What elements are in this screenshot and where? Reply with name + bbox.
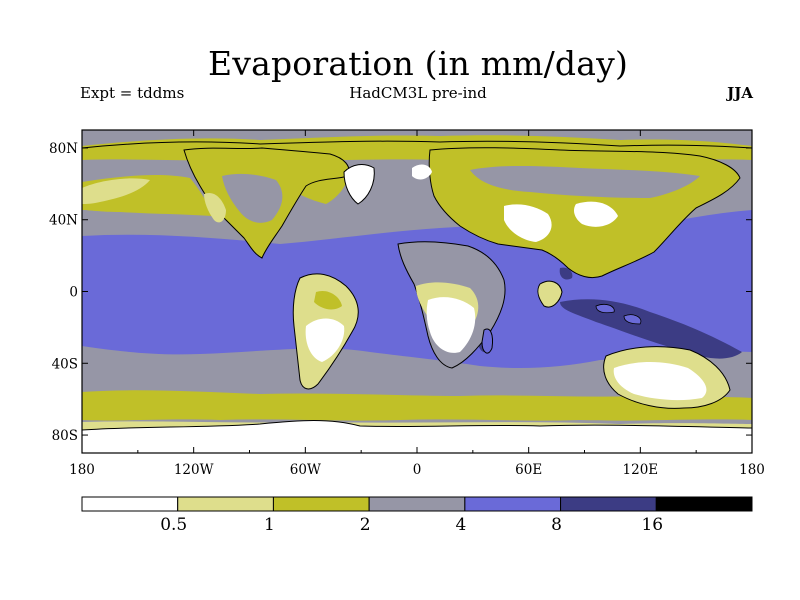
colorbar-bin: [368, 496, 466, 512]
experiment-label: Expt = tddms: [80, 84, 185, 102]
lon-tick-label: 60W: [290, 462, 321, 478]
africa-desert: [426, 297, 476, 353]
colorbar-bin: [560, 496, 657, 512]
greenland-land: [343, 164, 375, 205]
lat-tick-label: 80S: [52, 428, 78, 444]
central-asia-grey: [470, 166, 700, 198]
model-label: HadCM3L pre-ind: [349, 84, 487, 102]
lon-tick-label: 0: [413, 462, 422, 478]
colorbar-label: 1: [264, 515, 275, 535]
colorbar-bin: [81, 496, 179, 512]
indonesia-islands: [595, 304, 642, 325]
antarctica-land: [82, 420, 752, 453]
middle-east-dry: [504, 204, 552, 242]
lat-tick-label: 0: [69, 285, 78, 301]
colorbar-label: 2: [360, 515, 371, 535]
central-asia-dry: [574, 201, 618, 227]
indian-ocean-high-patch: [560, 299, 742, 359]
longitude-axis: 180 120W 60W 0 60E 120E 180: [69, 130, 765, 478]
lon-tick-label: 120E: [623, 462, 659, 478]
colorbar: 0.5 1 2 4 8 16: [81, 496, 753, 535]
lat-tick-label: 40S: [52, 356, 78, 372]
south-america-wet: [314, 290, 342, 310]
colorbar-label: 4: [455, 515, 466, 535]
colorbar-bin: [464, 496, 562, 512]
southern-ocean-band: [82, 390, 752, 421]
colorbar-bin: [655, 496, 753, 512]
map-title: Evaporation (in mm/day): [207, 44, 629, 83]
season-label: JJA: [727, 84, 753, 102]
lon-tick-label: 120W: [174, 462, 214, 478]
north-america-dry: [204, 192, 226, 223]
siberia-dry: [412, 164, 432, 180]
colorbar-bin: [177, 496, 274, 512]
lat-tick-label: 40N: [49, 213, 78, 229]
lat-tick-label: 80N: [49, 141, 78, 157]
north-pacific-light: [82, 178, 150, 204]
arctic-coast: [82, 140, 752, 149]
lon-tick-label: 180: [739, 462, 765, 478]
south-america-dry: [305, 318, 345, 362]
colorbar-bin: [272, 496, 370, 512]
madagascar-land: [481, 328, 493, 354]
colorbar-label: 8: [551, 515, 562, 535]
arabian-sea-high-patch: [559, 267, 573, 280]
colorbar-label: 0.5: [160, 515, 187, 535]
antarctic-coast: [82, 420, 752, 431]
lon-tick-label: 180: [69, 462, 95, 478]
latitude-axis: 80N 40N 0 40S 80S: [49, 141, 752, 444]
north-america-grey: [222, 173, 283, 223]
lon-tick-label: 60E: [515, 462, 542, 478]
australia-dry: [613, 362, 707, 401]
india-land: [537, 280, 563, 308]
colorbar-label: 16: [641, 515, 663, 535]
